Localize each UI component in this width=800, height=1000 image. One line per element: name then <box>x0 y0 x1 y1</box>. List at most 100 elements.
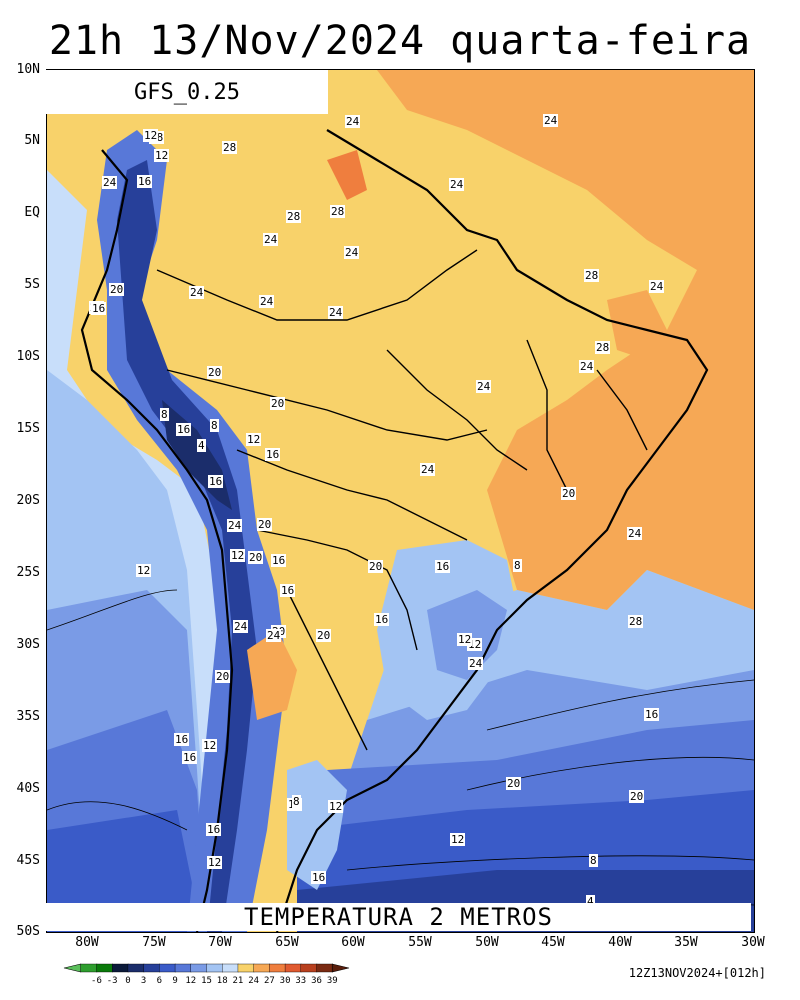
contour-label: 12 <box>328 800 344 813</box>
contour-label: 24 <box>627 527 643 540</box>
contour-label: 16 <box>311 871 327 884</box>
map-title: 21h 13/Nov/2024 quarta-feira <box>48 18 752 64</box>
contour-label: 8 <box>589 854 598 867</box>
lat-label: 50S <box>16 924 40 939</box>
contour-label: 28 <box>628 615 644 628</box>
contour-label: 28 <box>330 205 346 218</box>
contour-label: 24 <box>579 360 595 373</box>
contour-label: 24 <box>543 114 559 127</box>
contour-label: 20 <box>215 670 231 683</box>
lat-label: 25S <box>16 565 40 580</box>
contour-label: 28 <box>584 269 600 282</box>
lat-label: 5S <box>24 277 40 292</box>
contour-label: 24 <box>102 176 118 189</box>
colorbar-swatch <box>300 963 318 973</box>
contour-label: 20 <box>368 560 384 573</box>
contour-label: 12 <box>202 739 218 752</box>
contour-label: 24 <box>449 178 465 191</box>
colorbar-tick-label: 33 <box>295 976 306 986</box>
colorbar-tick-label: 3 <box>141 976 146 986</box>
contour-label: 16 <box>265 448 281 461</box>
map-canvas <box>47 70 754 932</box>
colorbar-swatch <box>174 963 192 973</box>
contour-label: 20 <box>248 551 264 564</box>
colorbar-arrow-low <box>63 963 82 973</box>
lon-label: 35W <box>674 935 698 950</box>
contour-label: 20 <box>506 777 522 790</box>
contour-label: 12 <box>136 564 152 577</box>
contour-label: 20 <box>109 283 125 296</box>
colorbar-arrow-high <box>331 963 350 973</box>
colorbar-tick-label: 27 <box>264 976 275 986</box>
colorbar-swatch <box>316 963 333 973</box>
lon-label: 80W <box>75 935 99 950</box>
contour-label: 16 <box>280 584 296 597</box>
contour-label: 28 <box>222 141 238 154</box>
contour-label: 8 <box>210 419 219 432</box>
colorbar-swatch <box>190 963 208 973</box>
colorbar-swatch <box>111 963 129 973</box>
contour-label: 16 <box>91 302 107 315</box>
variable-label: TEMPERATURA 2 METROS <box>46 903 751 931</box>
lat-label: 10S <box>16 349 40 364</box>
contour-label: 16 <box>206 823 222 836</box>
lat-label: EQ <box>24 205 40 220</box>
colorbar-swatch <box>143 963 161 973</box>
contour-label: 24 <box>649 280 665 293</box>
contour-label: 20 <box>316 629 332 642</box>
contour-label: 24 <box>476 380 492 393</box>
contour-label: 12 <box>230 549 246 562</box>
contour-label: 12 <box>154 149 170 162</box>
colorbar-swatch <box>80 963 98 973</box>
lon-label: 45W <box>541 935 565 950</box>
contour-label: 16 <box>271 554 287 567</box>
contour-label: 24 <box>263 233 279 246</box>
colorbar-tick-label: -3 <box>107 976 118 986</box>
colorbar-swatch <box>96 963 113 973</box>
colorbar-tick-label: 36 <box>311 976 322 986</box>
lon-label: 55W <box>408 935 432 950</box>
colorbar-tick-label: 0 <box>125 976 130 986</box>
lat-label: 10N <box>16 62 40 77</box>
contour-label: 24 <box>420 463 436 476</box>
colorbar-graphic: -6 -3 0 3 6 9 12 15 18 21 24 27 30 33 36 39 <box>63 963 350 986</box>
colorbar-swatch <box>159 963 176 973</box>
contour-label: 4 <box>586 895 595 908</box>
colorbar-tick-label: 6 <box>157 976 162 986</box>
colorbar-tick-label: 9 <box>172 976 177 986</box>
contour-label: 24 <box>259 295 275 308</box>
colorbar-swatch <box>222 963 239 973</box>
contour-label: 12 <box>450 833 466 846</box>
contour-label: 16 <box>435 560 451 573</box>
lat-label: 35S <box>16 709 40 724</box>
contour-label: 8 <box>513 559 522 572</box>
contour-label: 24 <box>468 657 484 670</box>
lat-label: 45S <box>16 853 40 868</box>
lon-label: 70W <box>208 935 232 950</box>
lat-label: 30S <box>16 637 40 652</box>
lon-label: 65W <box>275 935 299 950</box>
contour-label: 24 <box>266 629 282 642</box>
contour-label: 12 <box>143 129 159 142</box>
contour-label: 28 <box>286 210 302 223</box>
contour-label: 8 <box>160 408 169 421</box>
contour-label: 24 <box>227 519 243 532</box>
contour-label: 12 <box>457 633 473 646</box>
contour-label: 16 <box>644 708 660 721</box>
contour-label: 24 <box>189 286 205 299</box>
contour-label: 16 <box>374 613 390 626</box>
colorbar-tick-label: 21 <box>233 976 244 986</box>
contour-label: 12 <box>207 856 223 869</box>
colorbar-swatch <box>284 963 302 973</box>
contour-label: 28 <box>595 341 611 354</box>
contour-label: 20 <box>207 366 223 379</box>
contour-label: 12 <box>246 433 262 446</box>
lat-label: 40S <box>16 781 40 796</box>
contour-label: 16 <box>182 751 198 764</box>
colorbar-swatch <box>253 963 271 973</box>
colorbar-tick-label: 24 <box>248 976 259 986</box>
contour-label: 16 <box>137 175 153 188</box>
contour-label: 16 <box>176 423 192 436</box>
contour-label: 20 <box>270 397 286 410</box>
contour-label: 16 <box>208 475 224 488</box>
